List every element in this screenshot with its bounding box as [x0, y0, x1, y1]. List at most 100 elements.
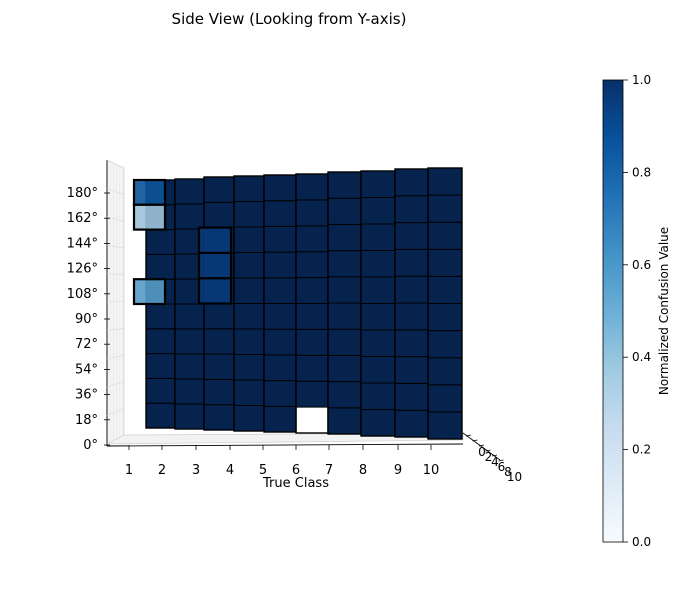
- pane-gridline: [106, 244, 125, 249]
- z-tick-label: 144°: [67, 236, 98, 251]
- bar-cell: [427, 248, 463, 277]
- bar-cell: [394, 195, 429, 224]
- bar-cell: [263, 277, 297, 304]
- bar-cell: [263, 225, 297, 253]
- bar-cell: [427, 411, 463, 440]
- depth-tick-mark: [465, 434, 472, 437]
- bar-cell: [427, 167, 463, 196]
- bar-cell: [174, 203, 205, 230]
- bar-cell: [427, 303, 463, 332]
- bar-cell: [174, 353, 205, 380]
- bar-cell: [394, 168, 429, 197]
- highlight-cell: [132, 203, 167, 231]
- bar-cell: [327, 250, 362, 278]
- depth-tick-mark: [472, 439, 478, 442]
- bar-cell: [263, 354, 297, 382]
- highlight-cell: [132, 178, 167, 206]
- bar-cell: [360, 303, 396, 331]
- x-axis-ticks: 1 2 3 4 5 6 7 8 9 10: [125, 445, 439, 478]
- bar-cell: [203, 201, 235, 229]
- depth-tick-mark: [485, 449, 491, 452]
- bar-cell: [427, 275, 463, 304]
- bar-cell: [145, 328, 176, 355]
- x-tick-label: 2: [158, 463, 166, 478]
- bar-cell: [394, 329, 429, 358]
- bar-cell: [233, 354, 265, 381]
- pane-gridline: [106, 188, 125, 195]
- z-tick-label: 0°: [83, 438, 98, 453]
- bar-cell: [203, 328, 235, 355]
- bar-cell: [360, 382, 396, 410]
- bar-cell: [145, 253, 176, 280]
- bar-cell: [427, 357, 463, 386]
- x-tick-label: 9: [394, 463, 402, 478]
- bar-cell: [427, 384, 463, 413]
- bar-cell: [327, 354, 362, 383]
- bar-cell: [263, 200, 297, 227]
- bar-cell: [360, 170, 396, 198]
- bar-column: [427, 167, 463, 440]
- bar-cell: [295, 380, 329, 408]
- bar-cell: [145, 229, 176, 255]
- bar-cell: [203, 404, 235, 431]
- bar-cell: [360, 223, 396, 251]
- bar-cell: [203, 176, 235, 203]
- x-tick-label: 8: [359, 463, 367, 478]
- bar-cell: [263, 174, 297, 202]
- pane-gridline: [106, 408, 125, 416]
- bar-cell: [233, 303, 265, 330]
- x-tick-label: 7: [325, 463, 333, 478]
- bar-cell: [174, 178, 205, 205]
- colorbar-label: Normalized Confusion Value: [657, 227, 671, 395]
- bar-cell: [263, 405, 297, 433]
- bar-cell: [145, 377, 176, 404]
- bar-cell: [360, 197, 396, 225]
- bar-cell: [174, 378, 205, 405]
- bar-cell: [394, 302, 429, 331]
- bar-cell: [327, 197, 362, 225]
- bar-cell: [263, 328, 297, 356]
- x-tick-label: 5: [259, 463, 267, 478]
- depth-tick-mark: [478, 444, 485, 447]
- colorbar-tick-label: 1.0: [632, 73, 651, 87]
- bar-cell: [295, 303, 329, 330]
- pane-gridline: [106, 301, 125, 303]
- bar-cell: [233, 226, 265, 253]
- z-tick-label: 18°: [75, 413, 98, 428]
- z-tick-label: 90°: [75, 312, 98, 327]
- bar-cell: [233, 405, 265, 432]
- bar-cell: [427, 330, 463, 359]
- depth-tick-mark: [498, 459, 504, 462]
- bar-cell: [327, 276, 362, 304]
- bar-cell: [327, 407, 362, 435]
- bar-cell: [233, 252, 265, 279]
- bar-cell: [233, 201, 265, 228]
- bar-cell: [394, 382, 429, 411]
- x-tick-label: 3: [192, 463, 200, 478]
- pane-gridline: [106, 159, 125, 169]
- z-tick-label: 36°: [75, 388, 98, 403]
- bar-cell: [360, 276, 396, 304]
- bar-cell: [174, 403, 205, 430]
- depth-tick-mark: [491, 454, 498, 457]
- depth-tick-label: 0: [478, 445, 486, 459]
- colorbar-gradient: [602, 79, 624, 543]
- bar-cell: [394, 409, 429, 438]
- bar-cell: [233, 379, 265, 406]
- highlight-cell: [197, 251, 233, 280]
- bar-cell: [295, 251, 329, 279]
- z-axis-ticks: 0° 18° 36° 54° 72° 90° 108° 126° 144° 162° 180°: [67, 186, 110, 453]
- bar-grid: [145, 167, 463, 440]
- z-tick-label: 162°: [67, 211, 98, 226]
- bar-cell: [295, 328, 329, 356]
- pane-gridline: [106, 381, 125, 388]
- colorbar-tick-label: 0.4: [632, 350, 651, 364]
- x-tick-label: 6: [292, 463, 300, 478]
- bar-cell: [295, 277, 329, 305]
- z-tick-label: 108°: [67, 287, 98, 302]
- bar-cell: [360, 409, 396, 437]
- z-tick-label: 54°: [75, 362, 98, 377]
- colorbar-tick-label: 0.6: [632, 258, 651, 272]
- colorbar-tick-label: 0.8: [632, 165, 651, 179]
- highlight-cell: [132, 278, 167, 306]
